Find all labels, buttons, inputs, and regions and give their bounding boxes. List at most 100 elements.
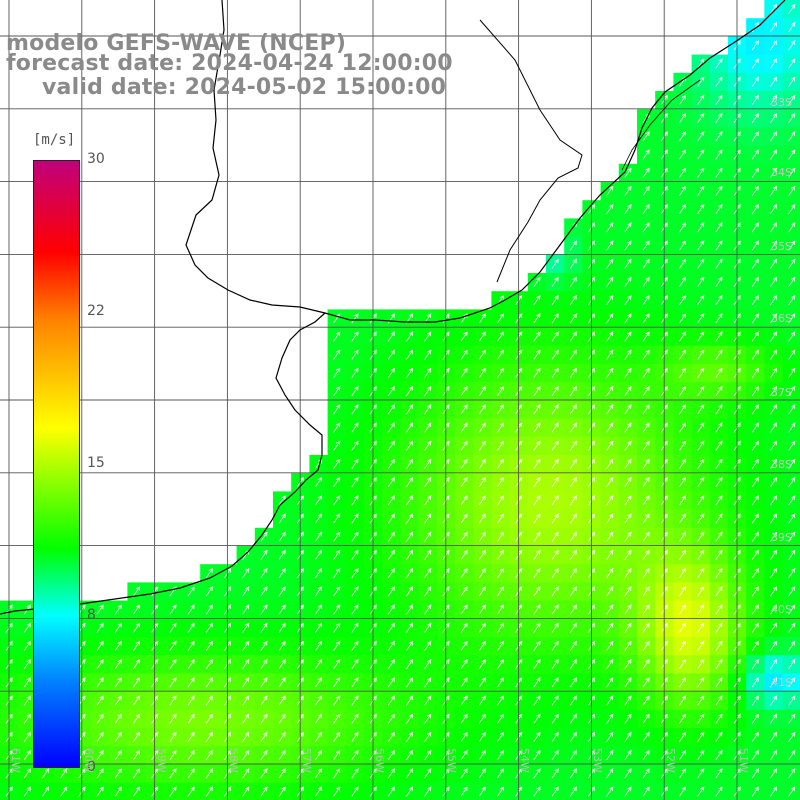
wind-speed-cell (709, 691, 729, 711)
wind-speed-cell (455, 436, 474, 456)
wind-speed-cell (600, 436, 620, 456)
wind-arrow (679, 422, 687, 433)
wind-speed-cell (18, 691, 37, 711)
wind-arrow (788, 513, 796, 524)
wind-speed-cell (254, 691, 274, 711)
wind-speed-cell (764, 582, 784, 602)
wind-speed-cell (691, 163, 711, 183)
wind-speed-cell (527, 746, 547, 765)
wind-arrow (624, 622, 632, 633)
colorbar-tick: 0 (87, 759, 96, 775)
wind-speed-cell (309, 527, 329, 547)
wind-arrow (788, 385, 796, 397)
wind-arrow (642, 604, 650, 615)
wind-arrow (770, 94, 778, 105)
wind-arrow (387, 440, 395, 451)
wind-arrow (333, 513, 341, 524)
wind-speed-cell (527, 728, 547, 747)
wind-speed-cell (473, 709, 492, 729)
wind-speed-cell (309, 637, 329, 656)
wind-speed-cell (455, 564, 474, 583)
wind-speed-cell (455, 746, 474, 765)
wind-arrow (770, 167, 778, 178)
wind-arrow (478, 586, 486, 597)
wind-arrow (424, 513, 432, 524)
wind-arrow (497, 531, 505, 542)
wind-arrow (569, 422, 577, 433)
wind-speed-cell (637, 764, 656, 784)
wind-arrow (133, 713, 141, 724)
wind-arrow (606, 549, 614, 560)
wind-arrow (387, 385, 395, 397)
wind-arrow (315, 658, 323, 670)
wind-speed-cell (200, 764, 219, 784)
wind-arrow (697, 695, 705, 706)
wind-arrow (751, 422, 759, 433)
wind-speed-cell (400, 764, 420, 784)
wind-speed-cell (764, 546, 784, 565)
wind-arrow (478, 367, 486, 378)
wind-arrow (751, 404, 759, 415)
wind-arrow (788, 313, 796, 324)
wind-speed-cell (127, 600, 147, 620)
wind-arrow (788, 476, 796, 488)
wind-arrow (278, 513, 286, 524)
wind-speed-cell (273, 655, 292, 674)
wind-arrow (788, 94, 796, 105)
wind-speed-cell (746, 163, 765, 183)
wind-arrow (624, 640, 632, 651)
wind-arrow (697, 604, 705, 615)
wind-arrow (624, 422, 632, 433)
wind-speed-cell (382, 564, 401, 583)
wind-arrow (315, 713, 323, 724)
wind-speed-cell (764, 509, 784, 529)
wind-speed-cell (618, 182, 638, 201)
wind-speed-cell (746, 546, 765, 565)
wind-speed-cell (527, 364, 547, 383)
wind-arrow (569, 458, 577, 469)
wind-speed-cell (473, 564, 492, 583)
wind-arrow (751, 768, 759, 779)
wind-arrow (788, 531, 796, 542)
wind-arrow (133, 604, 141, 615)
wind-arrow (333, 440, 341, 451)
wind-arrow (715, 640, 723, 651)
wind-arrow (387, 677, 395, 688)
wind-arrow (770, 495, 778, 506)
wind-speed-cell (673, 655, 693, 674)
wind-speed-cell (746, 218, 765, 238)
wind-arrow (551, 513, 559, 524)
wind-speed-cell (418, 364, 438, 383)
wind-arrow (751, 112, 759, 124)
wind-speed-cell (91, 709, 110, 729)
wind-arrow (770, 476, 778, 488)
wind-speed-cell (746, 54, 765, 74)
wind-arrow (533, 422, 541, 433)
wind-speed-cell (564, 546, 583, 565)
wind-speed-cell (709, 564, 729, 583)
wind-speed-cell (309, 455, 329, 474)
wind-speed-cell (236, 709, 256, 729)
wind-speed-cell (746, 200, 765, 219)
wind-arrow (751, 40, 759, 51)
wind-speed-cell (327, 709, 347, 729)
wind-arrow (533, 495, 541, 506)
wind-speed-cell (764, 764, 784, 784)
wind-speed-cell (637, 473, 656, 492)
wind-arrow (114, 768, 122, 779)
wind-arrow (624, 604, 632, 615)
wind-speed-cell (455, 618, 474, 638)
wind-arrow (260, 749, 268, 761)
wind-arrow (278, 586, 286, 597)
forecast-date: forecast date: 2024-04-24 12:00:00 (6, 51, 453, 76)
colorbar-tick: 22 (87, 303, 105, 319)
wind-speed-cell (473, 655, 492, 674)
wind-speed-cell (455, 473, 474, 492)
wind-arrow (679, 440, 687, 451)
wind-speed-cell (564, 637, 583, 656)
wind-arrow (606, 203, 614, 215)
wind-arrow (715, 240, 723, 251)
wind-arrow (551, 258, 559, 269)
wind-speed-cell (382, 491, 401, 511)
